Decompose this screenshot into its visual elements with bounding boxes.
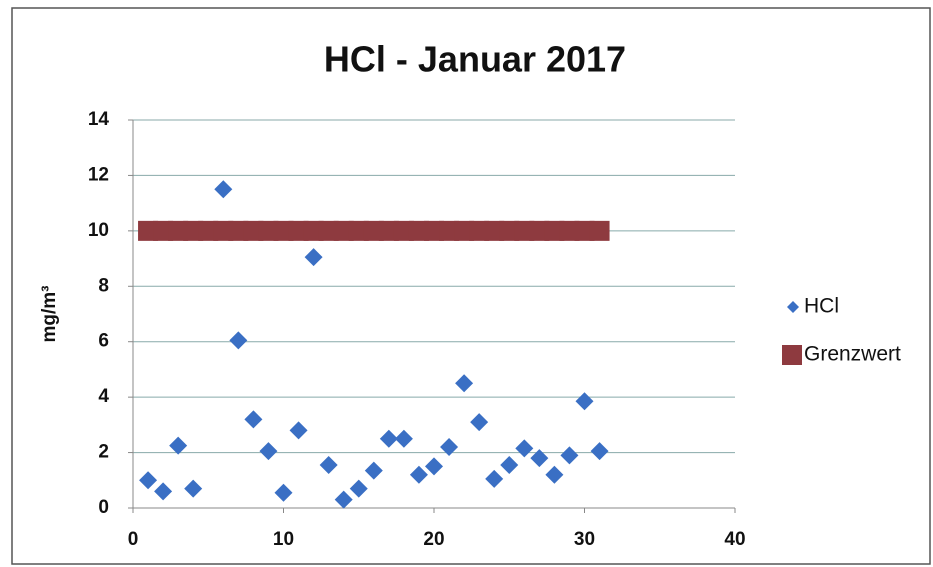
y-axis-label: mg/m³ bbox=[39, 286, 60, 343]
point bbox=[409, 465, 428, 484]
point bbox=[455, 374, 474, 393]
y-tick-label: 0 bbox=[98, 497, 109, 518]
y-tick-label: 12 bbox=[88, 164, 109, 185]
y-tick-label: 4 bbox=[98, 386, 109, 407]
point bbox=[303, 220, 324, 241]
point bbox=[590, 442, 609, 461]
point bbox=[439, 220, 460, 241]
x-tick-label: 0 bbox=[128, 529, 139, 550]
point bbox=[334, 490, 353, 509]
x-tick-label: 30 bbox=[574, 529, 595, 550]
point bbox=[379, 429, 398, 448]
chart-title: HCl - Januar 2017 bbox=[324, 39, 626, 80]
point bbox=[243, 220, 264, 241]
point bbox=[589, 220, 610, 241]
point bbox=[440, 438, 459, 457]
chart-frame bbox=[11, 7, 931, 565]
point bbox=[348, 220, 369, 241]
point bbox=[514, 220, 535, 241]
point bbox=[244, 410, 263, 429]
point bbox=[289, 421, 308, 440]
point bbox=[274, 483, 293, 502]
point bbox=[575, 392, 594, 411]
legend-marker bbox=[782, 345, 802, 365]
point bbox=[485, 469, 504, 488]
point bbox=[349, 479, 368, 498]
legend-label: HCl bbox=[804, 295, 839, 318]
point bbox=[529, 220, 550, 241]
point bbox=[499, 220, 520, 241]
point bbox=[424, 220, 444, 241]
point bbox=[530, 449, 549, 468]
point bbox=[408, 220, 429, 241]
point bbox=[258, 220, 279, 241]
point bbox=[544, 220, 565, 241]
legend-label: Grenzwert bbox=[804, 343, 901, 366]
point bbox=[500, 456, 519, 475]
point bbox=[559, 220, 580, 241]
x-tick-label: 40 bbox=[724, 529, 745, 550]
y-tick-label: 6 bbox=[98, 331, 109, 352]
y-tick-label: 8 bbox=[98, 275, 109, 296]
point bbox=[139, 471, 158, 490]
point bbox=[333, 220, 354, 241]
x-tick-label: 10 bbox=[273, 529, 294, 550]
point bbox=[229, 331, 248, 350]
point bbox=[469, 220, 490, 241]
point bbox=[304, 248, 323, 267]
y-tick-label: 2 bbox=[98, 442, 109, 463]
point bbox=[183, 220, 204, 241]
point bbox=[515, 439, 534, 458]
point bbox=[364, 461, 383, 480]
y-tick-label: 14 bbox=[88, 109, 110, 130]
point bbox=[319, 456, 338, 475]
point bbox=[545, 465, 564, 484]
point bbox=[213, 220, 234, 241]
point bbox=[214, 180, 233, 199]
legend-marker bbox=[787, 301, 799, 313]
point bbox=[318, 220, 339, 241]
point bbox=[288, 220, 309, 241]
point bbox=[378, 220, 399, 241]
point bbox=[470, 413, 489, 432]
point bbox=[484, 220, 505, 241]
point bbox=[425, 457, 443, 476]
y-tick-label: 10 bbox=[88, 220, 109, 241]
point bbox=[168, 220, 189, 241]
point bbox=[138, 220, 159, 241]
point bbox=[198, 220, 219, 241]
point bbox=[184, 479, 203, 498]
point bbox=[154, 482, 173, 501]
point bbox=[574, 220, 595, 241]
point bbox=[153, 220, 174, 241]
point bbox=[454, 220, 475, 241]
point bbox=[259, 442, 278, 461]
point bbox=[169, 436, 188, 455]
point bbox=[393, 220, 414, 241]
point bbox=[228, 220, 249, 241]
point bbox=[560, 446, 579, 465]
x-tick-label: 20 bbox=[423, 529, 444, 550]
point bbox=[394, 429, 413, 448]
point bbox=[273, 220, 294, 241]
point bbox=[363, 220, 384, 241]
